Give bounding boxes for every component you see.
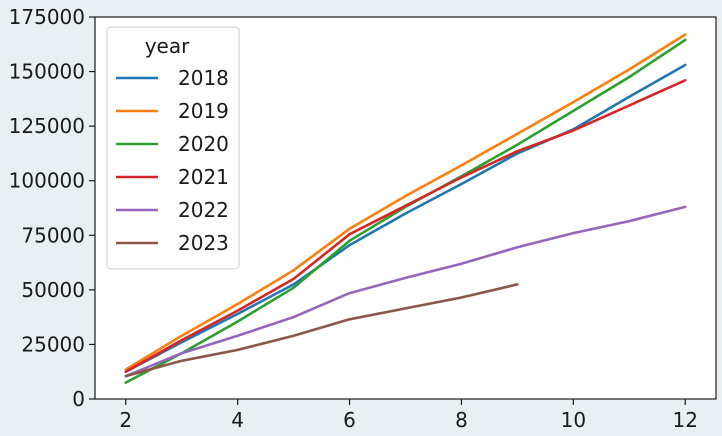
legend-title: year <box>145 34 190 58</box>
series-line-2018 <box>124 63 687 373</box>
series-line-2022 <box>124 205 687 378</box>
legend-label-2020: 2020 <box>178 132 229 156</box>
x-tick-label: 8 <box>455 408 468 432</box>
series-line-2021 <box>124 79 687 373</box>
legend-label-2023: 2023 <box>178 231 229 255</box>
y-tick-label: 175000 <box>9 5 85 29</box>
y-tick-label: 125000 <box>9 114 85 138</box>
legend-label-2018: 2018 <box>178 66 229 90</box>
x-tick-label: 4 <box>231 408 244 432</box>
y-axis: 0 25000 50000 75000 100000 125000 150000 175000 <box>9 5 95 411</box>
y-tick-label: 150000 <box>9 60 85 84</box>
legend: year 2018 2019 2020 2021 2022 2023 <box>106 26 240 270</box>
legend-box <box>106 26 240 270</box>
x-tick-label: 2 <box>119 408 132 432</box>
x-tick-label: 6 <box>343 408 356 432</box>
y-tick-label: 0 <box>72 387 85 411</box>
x-tick-label: 10 <box>561 408 586 432</box>
legend-label-2022: 2022 <box>178 198 229 222</box>
y-tick-label: 25000 <box>21 332 85 356</box>
x-tick-label: 12 <box>673 408 698 432</box>
legend-label-2019: 2019 <box>178 99 229 123</box>
y-tick-label: 75000 <box>21 223 85 247</box>
series-lines <box>124 33 687 384</box>
legend-label-2021: 2021 <box>178 165 229 189</box>
y-tick-label: 100000 <box>9 169 85 193</box>
series-line-2023 <box>124 283 519 378</box>
x-axis: 2 4 6 8 10 12 <box>119 399 698 432</box>
y-tick-label: 50000 <box>21 278 85 302</box>
series-line-2019 <box>124 33 687 371</box>
